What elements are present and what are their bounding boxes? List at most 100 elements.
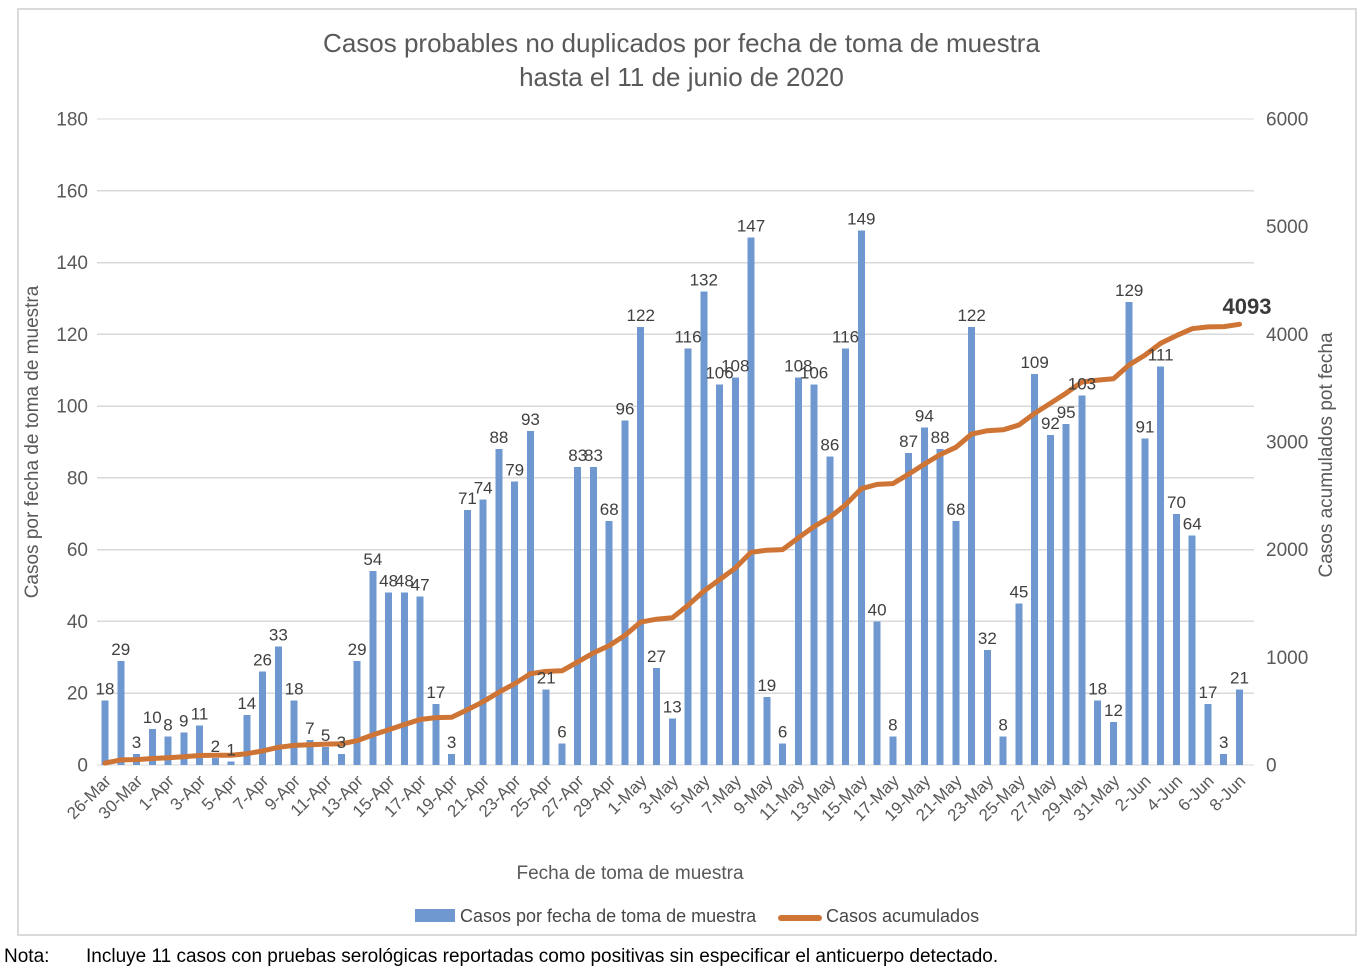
left-axis-tick-label: 0	[77, 756, 88, 777]
bar	[810, 384, 818, 765]
bar	[920, 427, 928, 765]
bar	[369, 571, 377, 765]
bar-value-label: 122	[627, 306, 655, 325]
left-axis-tick-label: 100	[56, 397, 88, 418]
bar	[1188, 535, 1196, 765]
left-axis-tick-label: 40	[67, 612, 88, 633]
right-axis-tick-label: 3000	[1266, 433, 1308, 454]
bar	[432, 703, 440, 765]
bar-value-label: 33	[269, 626, 288, 645]
bar-value-label: 3	[1219, 733, 1228, 752]
bar-value-label: 11	[191, 705, 209, 724]
bar	[1204, 703, 1212, 765]
bar-value-label: 13	[663, 697, 682, 716]
left-axis-tick-label: 120	[56, 325, 88, 346]
bar	[1046, 434, 1054, 765]
bar	[621, 420, 629, 765]
bar	[574, 467, 582, 765]
bar	[259, 671, 267, 765]
left-axis-tick-label: 60	[67, 540, 88, 561]
bar-value-label: 88	[931, 428, 950, 447]
bar	[1062, 424, 1070, 765]
note-label: Nota:	[4, 946, 50, 967]
x-axis-tick-label: 3-Apr	[167, 771, 210, 814]
bar-value-label: 108	[721, 356, 749, 375]
bar-value-label: 64	[1183, 514, 1202, 533]
bar-value-label: 27	[647, 647, 666, 666]
bar	[196, 725, 204, 765]
bar	[1141, 438, 1149, 765]
bar-value-label: 29	[348, 640, 367, 659]
bar-value-label: 21	[1230, 669, 1249, 688]
bar-value-label: 116	[674, 328, 701, 347]
right-axis-tick-label: 6000	[1266, 110, 1308, 131]
bar-value-label: 3	[447, 733, 456, 752]
bar-value-label: 21	[537, 669, 556, 688]
right-axis-tick-label: 4000	[1266, 325, 1308, 346]
legend-line-swatch	[778, 915, 822, 921]
bar	[416, 596, 424, 765]
bar-value-label: 17	[426, 683, 445, 702]
bar	[968, 327, 976, 765]
bar	[1094, 700, 1102, 765]
bar	[826, 456, 834, 765]
bar-value-label: 86	[820, 435, 839, 454]
left-axis-tick-label: 80	[67, 468, 88, 489]
bar	[873, 621, 881, 765]
bar	[747, 237, 755, 765]
bar-value-label: 96	[616, 399, 635, 418]
bar-value-label: 74	[474, 478, 493, 497]
bar	[1220, 754, 1228, 765]
bar-value-label: 40	[868, 600, 887, 619]
bar-value-label: 48	[395, 572, 414, 591]
bar	[936, 449, 944, 765]
bar-value-label: 32	[978, 629, 997, 648]
bar	[637, 327, 645, 765]
bar-value-label: 2	[211, 737, 220, 756]
bar-value-label: 70	[1167, 493, 1186, 512]
x-axis-tick-label: 1-Apr	[135, 771, 178, 814]
bar-value-label: 3	[132, 733, 141, 752]
bar	[700, 291, 708, 765]
chart-plot-area: 0204060801001201401601800100020003000400…	[56, 110, 1308, 825]
bar	[526, 431, 534, 765]
bar-value-label: 45	[1009, 583, 1028, 602]
bar-value-label: 1	[226, 740, 235, 759]
bar	[148, 729, 156, 765]
x-axis-tick-label: 2-Jun	[1111, 771, 1155, 815]
bar	[353, 660, 361, 765]
bar	[322, 747, 330, 765]
bar	[668, 718, 676, 765]
bar	[290, 700, 298, 765]
right-axis-tick-label: 1000	[1266, 648, 1308, 669]
bar-value-label: 122	[957, 306, 985, 325]
bar	[1109, 721, 1117, 765]
bar-value-label: 147	[737, 216, 765, 235]
bar-value-label: 18	[1088, 679, 1107, 698]
bar-value-label: 9	[179, 712, 188, 731]
bar	[1015, 603, 1023, 765]
x-axis-tick-label: 7-Apr	[230, 771, 273, 814]
bar-value-label: 88	[489, 428, 508, 447]
bar	[180, 732, 188, 765]
bar	[227, 761, 235, 765]
note-text: Incluye 11 casos con pruebas serológicas…	[86, 946, 999, 967]
bar	[243, 714, 251, 765]
bar	[274, 646, 282, 765]
final-value-label: 4093	[1223, 294, 1272, 319]
bar-value-label: 68	[946, 500, 965, 519]
bar-value-label: 91	[1136, 417, 1155, 436]
bar-value-label: 54	[363, 550, 382, 569]
legend-line-label: Casos acumulados	[826, 906, 980, 926]
right-axis-tick-label: 2000	[1266, 540, 1308, 561]
bar-value-label: 108	[784, 356, 812, 375]
bar-value-label: 14	[237, 694, 256, 713]
chart-title-line2: hasta el 11 de junio de 2020	[519, 62, 844, 92]
bar-value-label: 68	[600, 500, 619, 519]
bar	[589, 467, 597, 765]
bar	[542, 689, 550, 765]
legend-bar-swatch	[415, 909, 455, 922]
bar	[306, 739, 314, 765]
x-axis-tick-label: 6-Jun	[1174, 771, 1218, 815]
bar-value-label: 29	[111, 640, 130, 659]
